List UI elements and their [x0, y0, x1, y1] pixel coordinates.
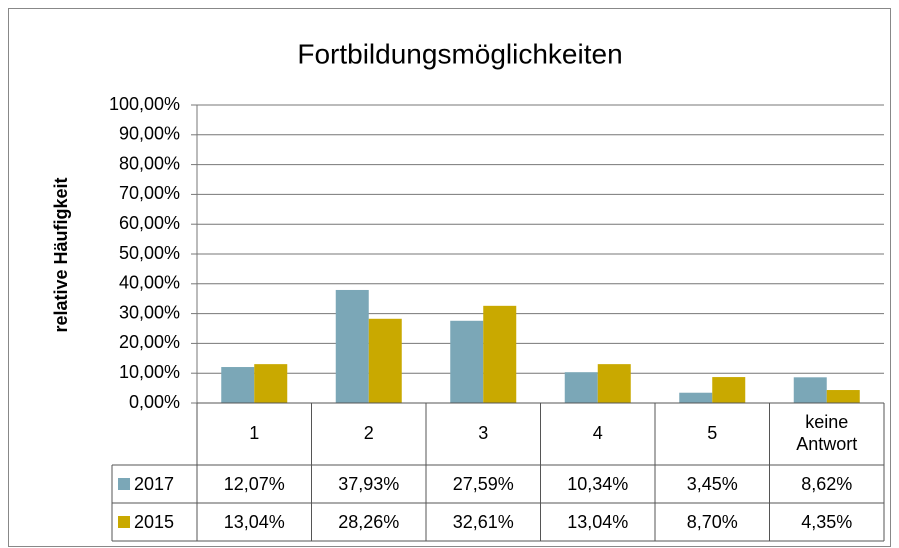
bar	[368, 318, 402, 403]
y-tick-label: 90,00%	[119, 124, 180, 144]
x-tick-label: 4	[593, 423, 603, 443]
y-tick-label: 0,00%	[129, 392, 180, 412]
table-cell: 28,26%	[338, 512, 399, 532]
table-cell: 8,70%	[687, 512, 738, 532]
y-axis-label: relative Häufigkeit	[51, 177, 71, 332]
bar	[450, 320, 484, 403]
table-cell: 37,93%	[338, 474, 399, 494]
bar	[712, 377, 746, 403]
table-cell: 10,34%	[567, 474, 628, 494]
table-cell: 13,04%	[224, 512, 285, 532]
table-cell: 13,04%	[567, 512, 628, 532]
bar	[826, 390, 860, 403]
bar	[483, 305, 517, 403]
y-tick-label: 70,00%	[119, 183, 180, 203]
bar	[597, 364, 631, 403]
y-tick-label: 80,00%	[119, 153, 180, 173]
y-tick-label: 40,00%	[119, 273, 180, 293]
table-cell: 32,61%	[453, 512, 514, 532]
x-tick-label: 2	[364, 423, 374, 443]
chart-border	[8, 8, 891, 547]
legend-swatch	[118, 516, 130, 528]
x-tick-label: 1	[249, 423, 259, 443]
x-tick-label: Antwort	[796, 434, 857, 454]
y-tick-label: 60,00%	[119, 213, 180, 233]
bar	[679, 392, 713, 403]
y-tick-label: 50,00%	[119, 243, 180, 263]
bar	[335, 289, 369, 403]
table-cell: 27,59%	[453, 474, 514, 494]
table-cell: 3,45%	[687, 474, 738, 494]
x-tick-label: 5	[707, 423, 717, 443]
table-cell: 4,35%	[801, 512, 852, 532]
bar	[254, 364, 288, 403]
chart-title: Fortbildungsmöglichkeiten	[297, 38, 622, 69]
bar	[221, 367, 255, 403]
x-tick-label: keine	[805, 412, 848, 432]
table-cell: 12,07%	[224, 474, 285, 494]
legend-label: 2017	[134, 474, 174, 494]
y-tick-label: 30,00%	[119, 302, 180, 322]
y-tick-label: 100,00%	[109, 94, 180, 114]
legend-label: 2015	[134, 512, 174, 532]
bar	[793, 377, 827, 403]
y-tick-label: 20,00%	[119, 332, 180, 352]
table-cell: 8,62%	[801, 474, 852, 494]
x-tick-label: 3	[478, 423, 488, 443]
y-tick-label: 10,00%	[119, 362, 180, 382]
legend-swatch	[118, 478, 130, 490]
bar	[564, 372, 598, 403]
